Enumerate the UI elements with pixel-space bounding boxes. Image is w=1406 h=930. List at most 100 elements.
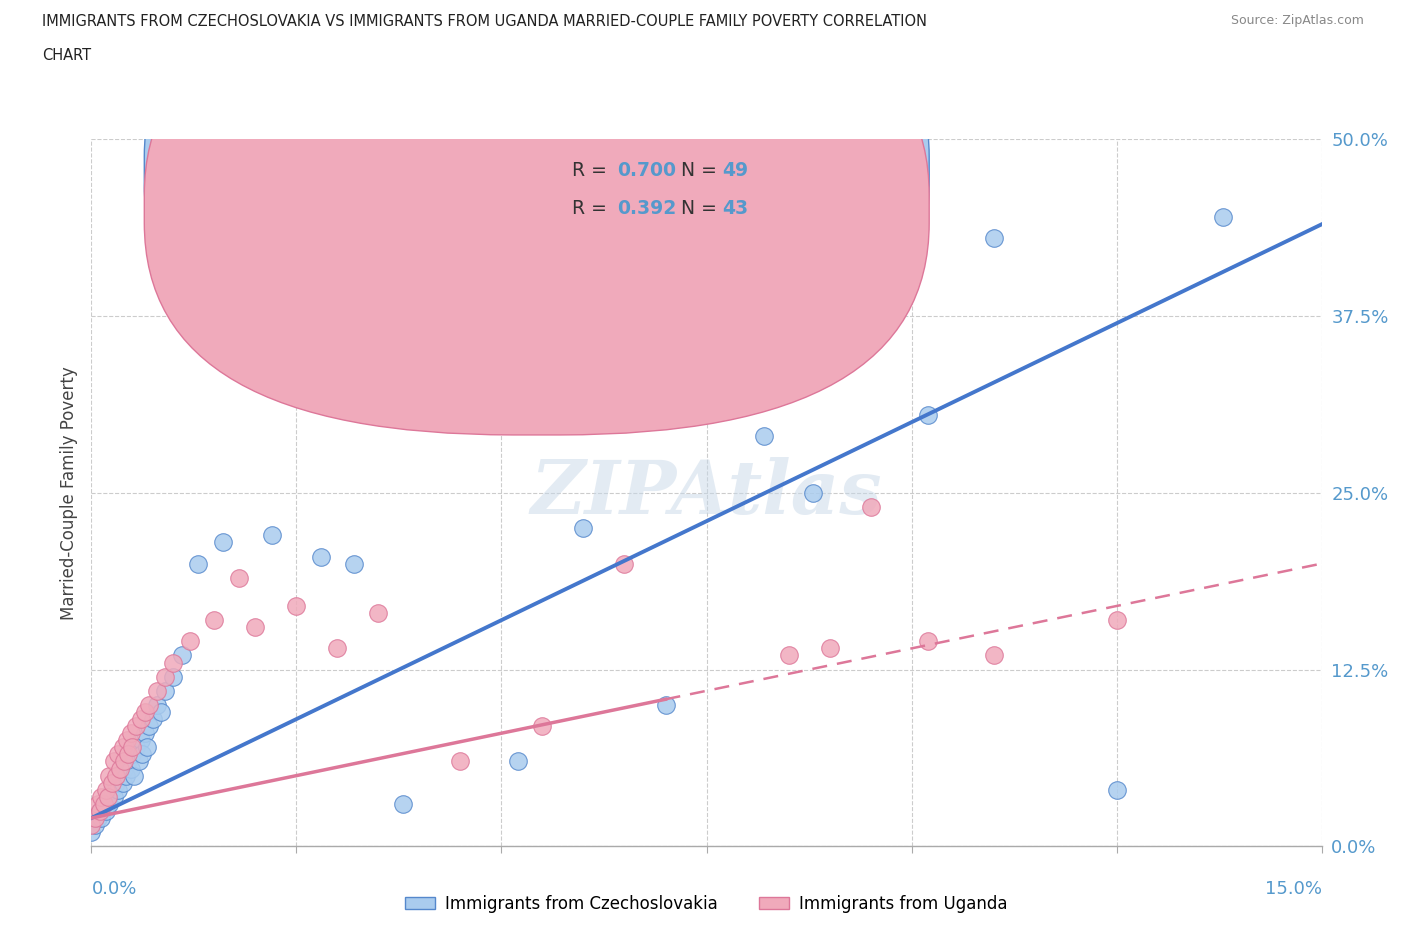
Point <box>572 521 595 536</box>
Text: 0.392: 0.392 <box>617 199 676 218</box>
Point <box>128 754 150 769</box>
Point <box>778 648 800 663</box>
Point <box>146 698 169 712</box>
Point <box>121 740 143 755</box>
Point <box>89 804 111 818</box>
Point <box>84 811 107 826</box>
Point <box>80 817 103 832</box>
Point <box>121 747 143 762</box>
Point <box>93 796 115 811</box>
Point <box>107 782 129 797</box>
Text: CHART: CHART <box>42 48 91 63</box>
Point <box>801 485 824 500</box>
Point <box>105 768 127 783</box>
Point <box>179 634 201 649</box>
Point <box>367 605 389 620</box>
Text: Source: ZipAtlas.com: Source: ZipAtlas.com <box>1230 14 1364 27</box>
Point <box>98 796 121 811</box>
Point <box>187 556 209 571</box>
Point <box>142 711 165 726</box>
Point <box>107 747 129 762</box>
Text: 0.0%: 0.0% <box>91 880 136 898</box>
Point <box>326 641 349 656</box>
Point <box>112 761 135 776</box>
Point <box>101 776 124 790</box>
Point <box>129 711 152 726</box>
Point <box>917 407 939 422</box>
Point <box>170 648 193 663</box>
Point <box>103 790 125 804</box>
Point <box>80 825 103 840</box>
Point <box>260 528 283 543</box>
FancyBboxPatch shape <box>145 0 929 435</box>
Point <box>97 790 120 804</box>
Point <box>112 754 135 769</box>
Point <box>89 804 111 818</box>
Point <box>96 804 117 818</box>
Y-axis label: Married-Couple Family Poverty: Married-Couple Family Poverty <box>59 366 77 619</box>
Point <box>134 725 156 740</box>
Text: N =: N = <box>681 161 723 179</box>
Text: R =: R = <box>572 199 613 218</box>
Point <box>136 740 159 755</box>
Point <box>111 740 134 755</box>
Point <box>202 613 225 628</box>
Point <box>131 747 153 762</box>
Point <box>87 811 110 826</box>
Point <box>613 556 636 571</box>
Point <box>90 811 112 826</box>
Point <box>285 599 308 614</box>
Point <box>117 747 139 762</box>
Point <box>162 670 184 684</box>
Point <box>115 733 138 748</box>
Text: 43: 43 <box>723 199 748 218</box>
Point <box>654 698 676 712</box>
Point <box>245 619 267 634</box>
Point <box>125 740 148 755</box>
Text: R =: R = <box>572 161 613 179</box>
Point <box>138 719 160 734</box>
Point <box>228 570 250 585</box>
Point <box>153 684 177 698</box>
Point <box>93 796 115 811</box>
Point <box>211 535 233 550</box>
Point <box>153 670 177 684</box>
Point <box>114 768 138 783</box>
Point <box>134 705 156 720</box>
Point <box>129 733 152 748</box>
Text: 15.0%: 15.0% <box>1264 880 1322 898</box>
Point <box>162 655 184 670</box>
Point <box>309 549 332 564</box>
FancyBboxPatch shape <box>485 140 879 238</box>
Point <box>103 754 125 769</box>
Point <box>120 725 142 740</box>
Point <box>87 796 110 811</box>
Point <box>108 761 131 776</box>
Point <box>449 754 471 769</box>
Point <box>146 684 169 698</box>
Point <box>531 719 554 734</box>
Text: 49: 49 <box>723 161 748 179</box>
Point <box>117 754 139 769</box>
Text: 0.700: 0.700 <box>617 161 676 179</box>
Point <box>84 817 107 832</box>
Point <box>150 705 173 720</box>
Point <box>1212 210 1234 225</box>
Point <box>859 499 882 514</box>
Point <box>90 790 112 804</box>
Point <box>138 698 160 712</box>
Text: N =: N = <box>681 199 723 218</box>
Text: IMMIGRANTS FROM CZECHOSLOVAKIA VS IMMIGRANTS FROM UGANDA MARRIED-COUPLE FAMILY P: IMMIGRANTS FROM CZECHOSLOVAKIA VS IMMIGR… <box>42 14 927 29</box>
Point <box>506 754 529 769</box>
Point <box>122 768 145 783</box>
Point <box>1105 782 1128 797</box>
Point <box>818 641 841 656</box>
Point <box>120 761 142 776</box>
Point <box>111 776 134 790</box>
Point <box>96 782 117 797</box>
Point <box>752 429 775 444</box>
Point <box>983 648 1005 663</box>
Text: ZIPAtlas: ZIPAtlas <box>530 457 883 529</box>
Point <box>1105 613 1128 628</box>
Point <box>98 768 121 783</box>
